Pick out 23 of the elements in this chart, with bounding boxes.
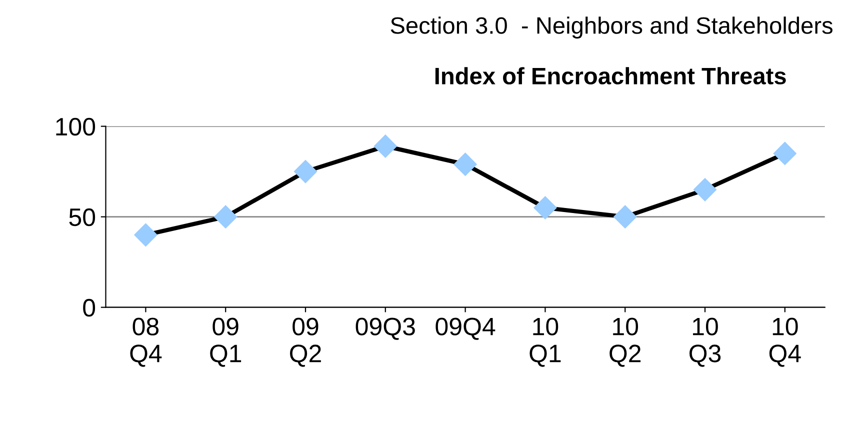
point xyxy=(614,205,637,228)
x-tick-label: 09Q3 xyxy=(356,318,415,340)
point xyxy=(214,205,238,228)
point xyxy=(374,134,397,158)
x-tick-label: 09Q4 xyxy=(436,318,496,340)
chart-subtitle: Section 3.0 - Neighbors and Stakeholders xyxy=(390,16,832,39)
point xyxy=(773,142,796,165)
chart-title: Index of Encroachment Threats xyxy=(435,67,786,84)
point xyxy=(454,152,477,176)
point xyxy=(134,223,158,246)
x-tick-label: 10 Q1 xyxy=(530,318,561,367)
x-tick-label: 09 Q2 xyxy=(290,318,321,367)
y-tick-label: 50 xyxy=(69,208,96,226)
x-tick-label: 08 Q4 xyxy=(130,318,162,367)
point xyxy=(534,196,557,220)
y-tick-label: 100 xyxy=(56,118,96,136)
x-tick-label: 10 Q3 xyxy=(690,318,721,367)
x-tick-label: 10 Q2 xyxy=(610,318,641,367)
point xyxy=(694,178,716,202)
x-tick-label: 10 Q4 xyxy=(769,318,801,367)
x-tick-label: 09 Q1 xyxy=(210,318,242,367)
y-tick-label: 0 xyxy=(83,298,96,317)
point xyxy=(294,160,317,184)
